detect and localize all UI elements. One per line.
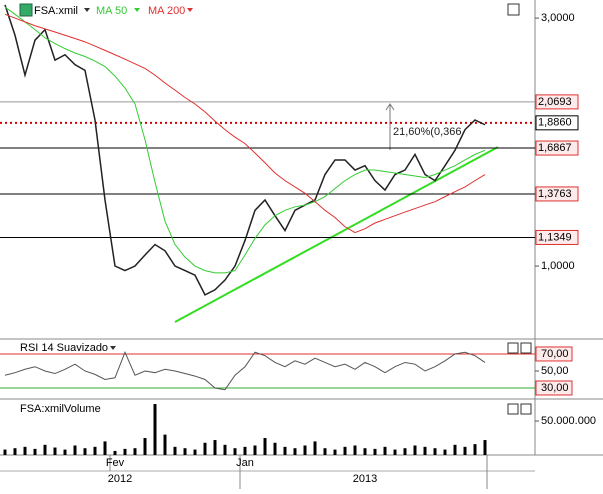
year-label: 2012: [108, 473, 132, 485]
rsi-title: RSI 14 Suavizado: [20, 342, 108, 354]
volume-bar: [243, 446, 247, 455]
panel-button[interactable]: [507, 403, 519, 415]
volume-bar: [423, 446, 427, 455]
volume-bar: [413, 445, 417, 455]
symbol-icon[interactable]: [19, 3, 33, 17]
volume-bar: [343, 446, 347, 455]
series-line: [4, 4, 486, 296]
dropdown-arrow[interactable]: [110, 346, 116, 350]
volume-bar: [323, 448, 327, 455]
panel-button[interactable]: [520, 403, 532, 415]
level-label-box: [535, 229, 579, 245]
volume-bar: [83, 448, 87, 455]
volume-bar: [173, 446, 177, 455]
volume-bar: [453, 444, 457, 455]
y-tick-label: 3,0000: [541, 12, 575, 24]
volume-bar: [293, 448, 297, 455]
volume-bar: [253, 445, 257, 455]
level-label: 1,8860: [538, 117, 572, 129]
volume-bar: [233, 448, 237, 455]
panel-button[interactable]: [507, 342, 519, 354]
level-label: 1,3763: [538, 188, 572, 200]
volume-bar: [13, 448, 17, 455]
volume-bar: [163, 434, 167, 455]
level-label: 1,6867: [538, 142, 572, 154]
x-tick-label: Fev: [106, 457, 125, 469]
volume-bar: [93, 446, 97, 455]
volume-bar: [403, 448, 407, 455]
volume-bar: [443, 449, 447, 455]
dropdown-arrow[interactable]: [134, 8, 140, 12]
volume-bar: [313, 441, 317, 455]
volume-title: FSA:xmilVolume: [20, 403, 101, 415]
trendline: [174, 146, 499, 323]
volume-bar: [273, 442, 277, 455]
volume-bar: [363, 448, 367, 455]
volume-bar: [463, 446, 467, 455]
x-tick-label: Jan: [236, 457, 254, 469]
volume-bar: [333, 449, 337, 455]
volume-bar: [223, 444, 227, 455]
volume-bar: [303, 445, 307, 455]
y-tick-label: 70,00: [541, 348, 569, 360]
volume-bar: [103, 441, 107, 455]
volume-bar: [213, 440, 217, 455]
level-label: 1,1349: [538, 231, 572, 243]
panel-button[interactable]: [520, 342, 532, 354]
volume-bar: [143, 438, 147, 455]
volume-bar: [43, 444, 47, 455]
volume-bar: [433, 448, 437, 455]
volume-bar: [203, 442, 207, 455]
volume-bar: [473, 444, 477, 455]
volume-bar: [23, 446, 27, 455]
tick-label-box: [535, 346, 573, 362]
measure-annotation: 21,60%(0,366: [393, 126, 462, 138]
volume-bar: [183, 448, 187, 455]
level-label-box: [535, 115, 579, 131]
volume-bar: [193, 449, 197, 455]
panel-button[interactable]: [507, 3, 520, 16]
level-label-box: [535, 140, 579, 156]
volume-bar: [353, 445, 357, 455]
measure-arrow: [385, 103, 395, 111]
y-tick-label: 30,00: [541, 382, 569, 394]
legend-ma200[interactable]: MA 200: [148, 5, 185, 17]
dropdown-arrow[interactable]: [187, 8, 193, 12]
volume-bar: [73, 445, 77, 455]
y-tick-label: 50,00: [541, 365, 569, 377]
volume-bar: [123, 448, 127, 455]
series-line: [4, 6, 486, 274]
rsi-line: [4, 350, 486, 391]
legend-symbol[interactable]: FSA:xmil: [34, 5, 78, 17]
series-line: [4, 13, 486, 234]
year-label: 2013: [353, 473, 377, 485]
level-label: 2,0693: [538, 96, 572, 108]
level-label-box: [535, 186, 579, 202]
volume-bar: [383, 446, 387, 455]
volume-bar: [53, 447, 57, 455]
tick-label-box: [535, 380, 573, 396]
volume-bar: [283, 446, 287, 455]
volume-bar: [373, 448, 377, 455]
volume-bar: [133, 448, 137, 455]
volume-bar: [33, 448, 37, 455]
volume-bar: [113, 450, 117, 455]
legend-ma50[interactable]: MA 50: [96, 5, 127, 17]
volume-bar: [483, 440, 487, 455]
level-label-box: [535, 94, 579, 110]
y-tick-label: 1,0000: [541, 260, 575, 272]
volume-bar: [393, 449, 397, 455]
volume-bar: [153, 404, 157, 455]
dropdown-arrow[interactable]: [84, 8, 90, 12]
y-tick-label: 50.000.000: [541, 415, 596, 427]
volume-bar: [63, 449, 67, 455]
volume-bar: [263, 438, 267, 455]
volume-bar: [3, 449, 7, 455]
